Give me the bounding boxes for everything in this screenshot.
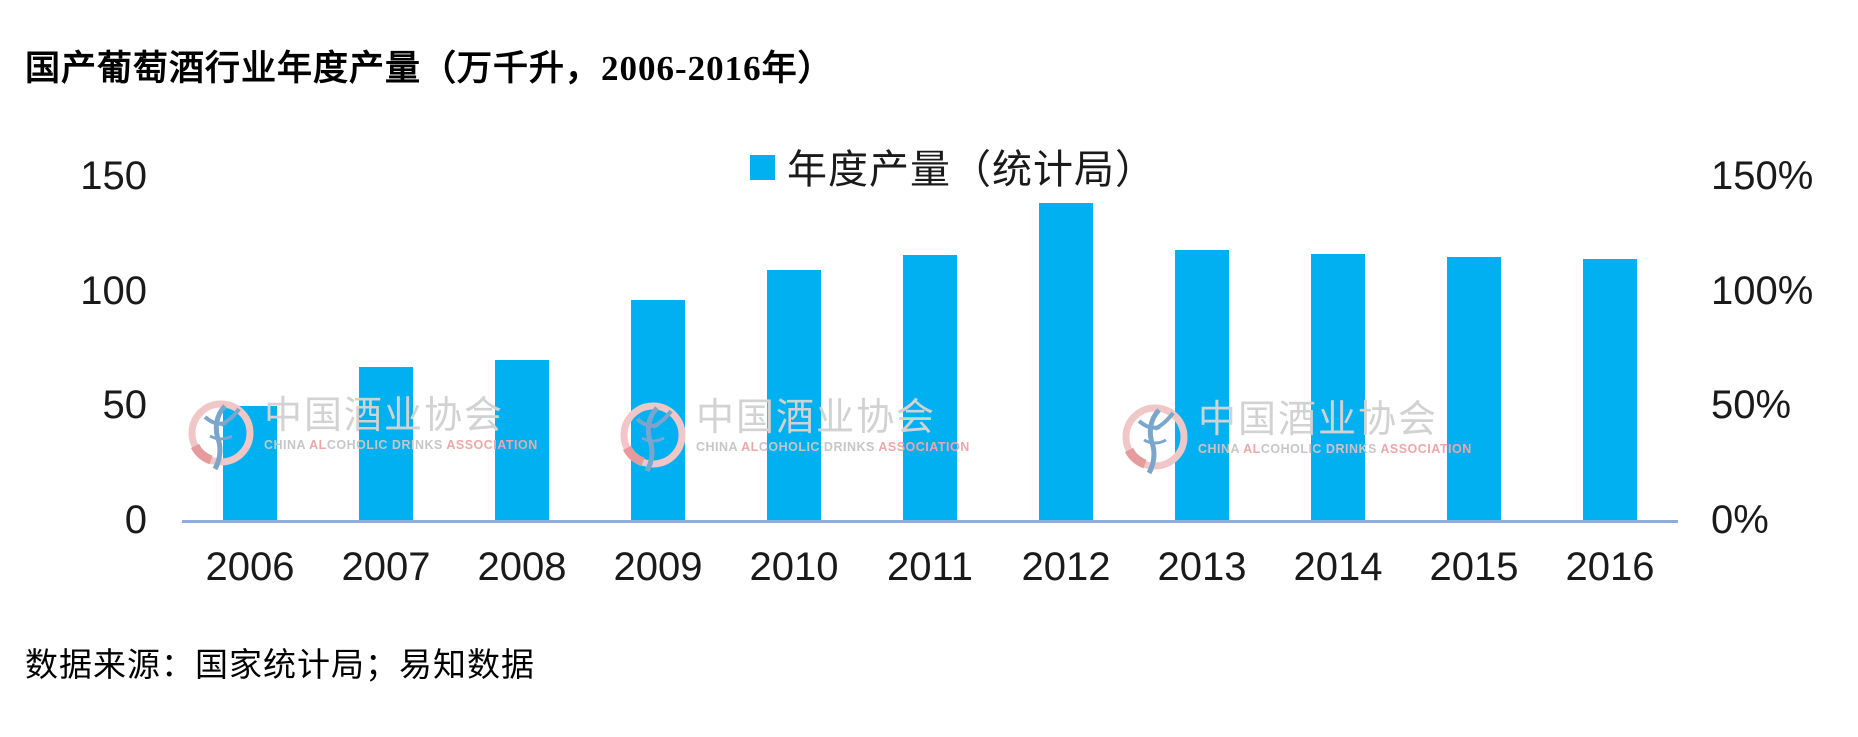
x-axis-label-2008: 2008 [477, 545, 567, 589]
chart-title: 国产葡萄酒行业年度产量（万千升，2006-2016年） [25, 49, 834, 88]
y-axis-right-tick: 0% [1711, 498, 1769, 542]
y-axis-right-tick: 50% [1711, 383, 1792, 428]
x-axis-label-2009: 2009 [613, 545, 703, 589]
y-axis-right-tick: 100% [1711, 268, 1814, 313]
y-axis-left-tick: 150 [80, 154, 147, 198]
bar-2015 [1447, 257, 1501, 520]
x-axis-label-2013: 2013 [1157, 545, 1247, 589]
bar-2010 [767, 270, 821, 520]
legend-label: 年度产量（统计局） [787, 148, 1156, 192]
bar-2007 [359, 367, 413, 520]
source-note: 数据来源：国家统计局；易知数据 [25, 648, 535, 684]
y-axis-left-tick: 50 [102, 383, 148, 428]
y-axis-left-tick: 100 [80, 268, 147, 313]
bar-2006 [223, 406, 277, 520]
bar-2013 [1175, 250, 1229, 520]
y-axis-left-tick: 0 [124, 498, 147, 542]
x-axis-label-2011: 2011 [886, 545, 973, 589]
x-axis-label-2010: 2010 [749, 545, 839, 589]
x-axis-label-2015: 2015 [1429, 545, 1519, 589]
x-axis-label-2012: 2012 [1021, 545, 1111, 589]
bar-2014 [1311, 254, 1365, 520]
x-axis-label-2014: 2014 [1293, 545, 1383, 589]
bar-2012 [1039, 203, 1093, 520]
y-axis-right-tick: 150% [1711, 154, 1814, 198]
x-axis-line [182, 520, 1678, 523]
legend: 年度产量（统计局） [750, 142, 1156, 192]
bar-2011 [903, 255, 957, 520]
x-axis-label-2006: 2006 [205, 545, 295, 589]
bar-2009 [631, 300, 685, 520]
legend-swatch-icon [750, 155, 775, 180]
x-axis-label-2016: 2016 [1565, 545, 1655, 589]
x-axis-label-2007: 2007 [341, 545, 431, 589]
bar-2016 [1583, 259, 1637, 520]
bar-2008 [495, 360, 549, 520]
